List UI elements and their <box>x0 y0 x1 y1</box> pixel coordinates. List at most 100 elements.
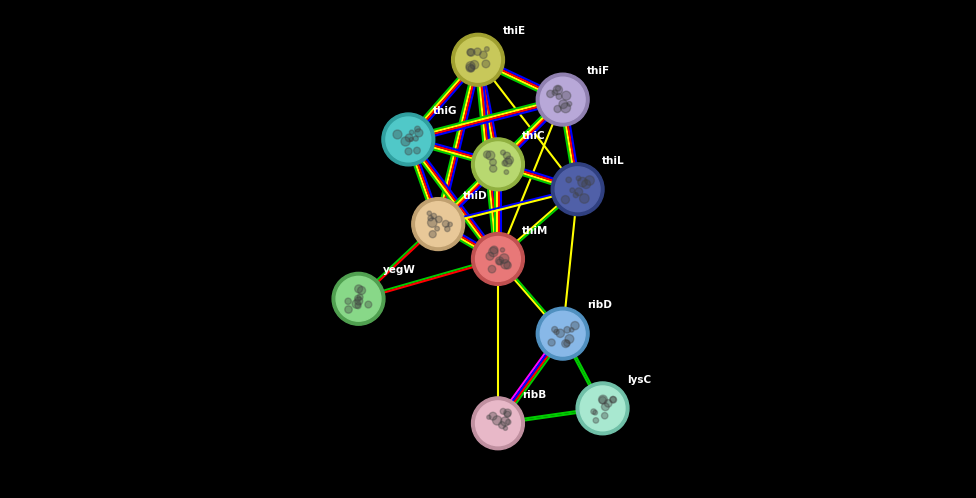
Circle shape <box>504 426 508 430</box>
Circle shape <box>332 272 385 325</box>
Circle shape <box>473 48 481 55</box>
Circle shape <box>501 417 509 426</box>
Circle shape <box>569 328 574 332</box>
Circle shape <box>487 415 491 419</box>
Circle shape <box>345 298 351 304</box>
Circle shape <box>556 94 562 100</box>
Circle shape <box>592 410 597 415</box>
Circle shape <box>561 196 569 204</box>
Circle shape <box>355 303 361 309</box>
Circle shape <box>580 386 625 431</box>
Circle shape <box>415 129 423 137</box>
Circle shape <box>501 408 507 414</box>
Circle shape <box>555 86 560 91</box>
Circle shape <box>601 403 609 411</box>
Circle shape <box>567 102 572 106</box>
Text: thiM: thiM <box>522 226 549 236</box>
Circle shape <box>501 150 506 155</box>
Circle shape <box>452 33 505 86</box>
Circle shape <box>582 180 590 189</box>
Circle shape <box>541 77 585 122</box>
Circle shape <box>610 396 616 402</box>
Circle shape <box>562 340 570 348</box>
Circle shape <box>401 137 410 146</box>
Text: yegW: yegW <box>383 265 416 275</box>
Circle shape <box>416 202 461 247</box>
Circle shape <box>493 416 502 425</box>
Circle shape <box>357 294 363 300</box>
Circle shape <box>413 136 419 141</box>
Circle shape <box>499 422 506 429</box>
Circle shape <box>486 151 495 160</box>
Circle shape <box>500 254 508 263</box>
Circle shape <box>354 297 363 305</box>
Circle shape <box>489 412 497 420</box>
Circle shape <box>467 49 474 56</box>
Circle shape <box>541 311 585 356</box>
Circle shape <box>598 395 607 404</box>
Circle shape <box>357 286 366 294</box>
Circle shape <box>435 216 442 223</box>
Circle shape <box>575 188 583 196</box>
Text: thiF: thiF <box>588 66 610 76</box>
Circle shape <box>551 327 557 333</box>
Circle shape <box>471 397 524 450</box>
Circle shape <box>354 285 363 293</box>
Text: thiE: thiE <box>503 26 525 36</box>
Circle shape <box>427 216 433 221</box>
Circle shape <box>551 163 604 216</box>
Circle shape <box>365 301 372 308</box>
Circle shape <box>448 222 452 227</box>
Circle shape <box>496 257 504 265</box>
Circle shape <box>486 252 494 260</box>
Circle shape <box>467 64 474 72</box>
Circle shape <box>479 51 487 59</box>
Circle shape <box>354 295 361 301</box>
Circle shape <box>490 165 497 172</box>
Circle shape <box>409 137 413 141</box>
Text: thiL: thiL <box>602 156 625 166</box>
Circle shape <box>604 399 612 407</box>
Text: thiD: thiD <box>463 191 487 201</box>
Circle shape <box>580 194 590 203</box>
Circle shape <box>601 412 608 419</box>
Circle shape <box>501 259 510 269</box>
Circle shape <box>442 221 449 227</box>
Text: lysC: lysC <box>627 375 651 385</box>
Circle shape <box>552 90 557 96</box>
Circle shape <box>336 276 381 321</box>
Circle shape <box>554 106 561 113</box>
Circle shape <box>566 177 571 183</box>
Circle shape <box>414 147 421 154</box>
Circle shape <box>488 265 496 273</box>
Circle shape <box>468 49 475 56</box>
Circle shape <box>431 213 436 219</box>
Circle shape <box>427 211 431 216</box>
Circle shape <box>547 90 554 98</box>
Circle shape <box>573 193 579 198</box>
Circle shape <box>382 113 434 166</box>
Circle shape <box>482 60 490 68</box>
Circle shape <box>475 237 520 281</box>
Circle shape <box>560 103 571 113</box>
Circle shape <box>562 91 571 100</box>
Circle shape <box>593 418 598 423</box>
Circle shape <box>483 151 491 158</box>
Circle shape <box>504 158 512 167</box>
Circle shape <box>470 60 478 69</box>
Circle shape <box>405 148 412 155</box>
Circle shape <box>489 248 498 257</box>
Text: thiC: thiC <box>522 131 546 141</box>
Circle shape <box>553 85 562 95</box>
Circle shape <box>393 130 402 139</box>
Circle shape <box>599 396 606 404</box>
Circle shape <box>475 401 520 446</box>
Circle shape <box>556 329 564 338</box>
Circle shape <box>555 167 600 212</box>
Circle shape <box>434 226 439 231</box>
Circle shape <box>576 176 581 181</box>
Circle shape <box>571 322 579 330</box>
Circle shape <box>576 382 629 435</box>
Circle shape <box>445 226 450 232</box>
Circle shape <box>502 160 508 166</box>
